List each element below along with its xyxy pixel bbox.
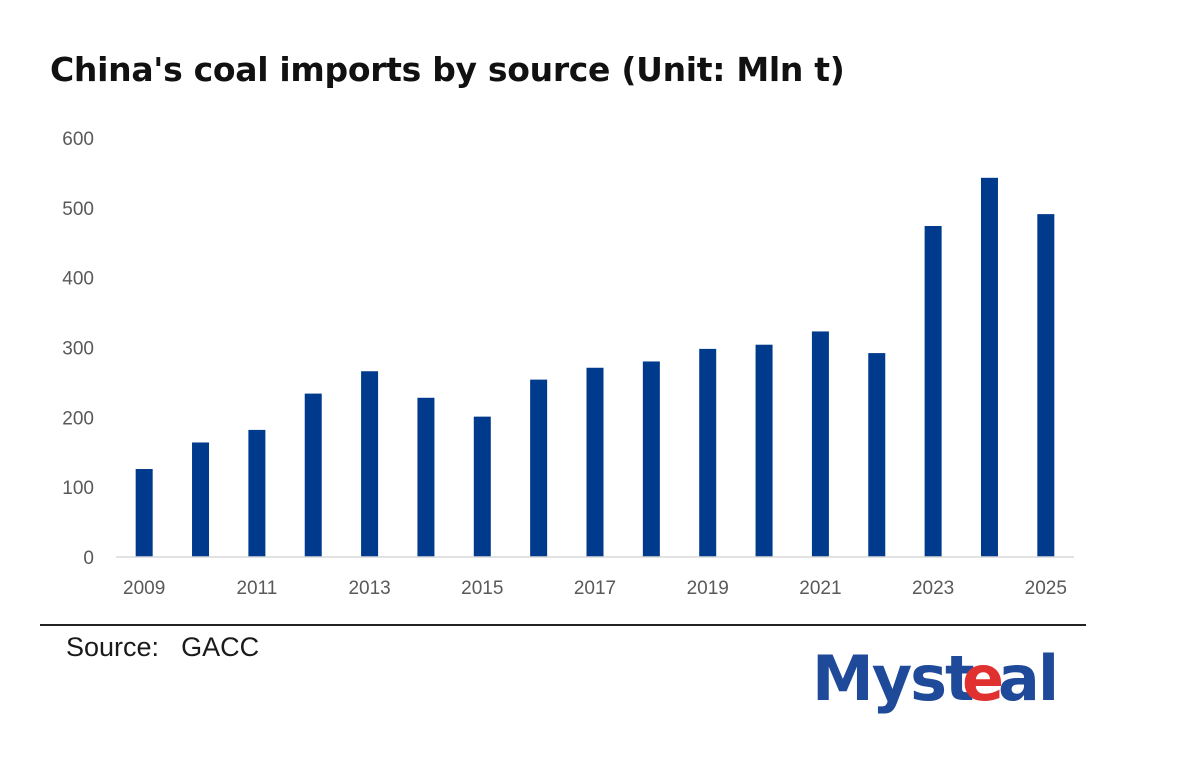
x-tick-label: 2011 (236, 578, 277, 599)
bar-2013 (361, 371, 379, 557)
source-label: Source: (66, 632, 160, 662)
bar-2022 (868, 353, 886, 557)
bar-2020 (755, 344, 773, 557)
bar-2019 (699, 348, 717, 557)
bar-2017 (586, 367, 604, 557)
x-tick-label: 2019 (687, 578, 729, 599)
bar-2010 (192, 442, 210, 557)
y-tick-label: 600 (62, 129, 94, 150)
bar-2024 (980, 177, 998, 557)
x-tick-label: 2009 (123, 578, 165, 599)
chart-title: China's coal imports by source (Unit: Ml… (50, 50, 845, 89)
source-note: Source: GACC (66, 632, 259, 663)
bar-2023 (924, 225, 942, 558)
x-tick-label: 2013 (348, 578, 390, 599)
bar-2014 (417, 397, 435, 557)
y-tick-label: 100 (62, 478, 94, 499)
bar-2012 (304, 393, 322, 557)
mysteel-logo: Myst e al (812, 642, 1059, 715)
y-tick-label: 0 (83, 548, 94, 569)
x-tick-label: 2025 (1025, 578, 1067, 599)
y-tick-label: 200 (62, 408, 94, 429)
svg-text:e: e (962, 642, 1002, 715)
x-axis: 2009 2011 2013 2015 2017 2019 2021 2023 2025 (123, 578, 1067, 599)
y-tick-label: 500 (62, 199, 94, 220)
y-tick-label: 400 (62, 269, 94, 290)
svg-text:Myst: Myst (812, 642, 974, 715)
x-tick-label: 2015 (461, 578, 503, 599)
y-axis: 0 100 200 300 400 500 600 (62, 129, 94, 569)
x-tick-label: 2017 (574, 578, 616, 599)
bar-2018 (642, 361, 660, 557)
bar-2021 (811, 331, 829, 557)
bar-2016 (530, 379, 548, 557)
x-tick-label: 2023 (912, 578, 954, 599)
bar-2011 (248, 429, 266, 557)
source-value: GACC (181, 632, 260, 662)
bar-2025 (1037, 214, 1055, 557)
bar-2009 (135, 469, 153, 557)
bar-2015 (473, 416, 491, 557)
bar-chart: 0 100 200 300 400 500 600 2009 2011 2013 2015 2017… (62, 129, 1074, 599)
bar-series (135, 177, 1055, 558)
footer-divider (40, 624, 1086, 626)
y-tick-label: 300 (62, 339, 94, 360)
x-tick-label: 2021 (799, 578, 841, 599)
svg-text:al: al (998, 642, 1057, 715)
